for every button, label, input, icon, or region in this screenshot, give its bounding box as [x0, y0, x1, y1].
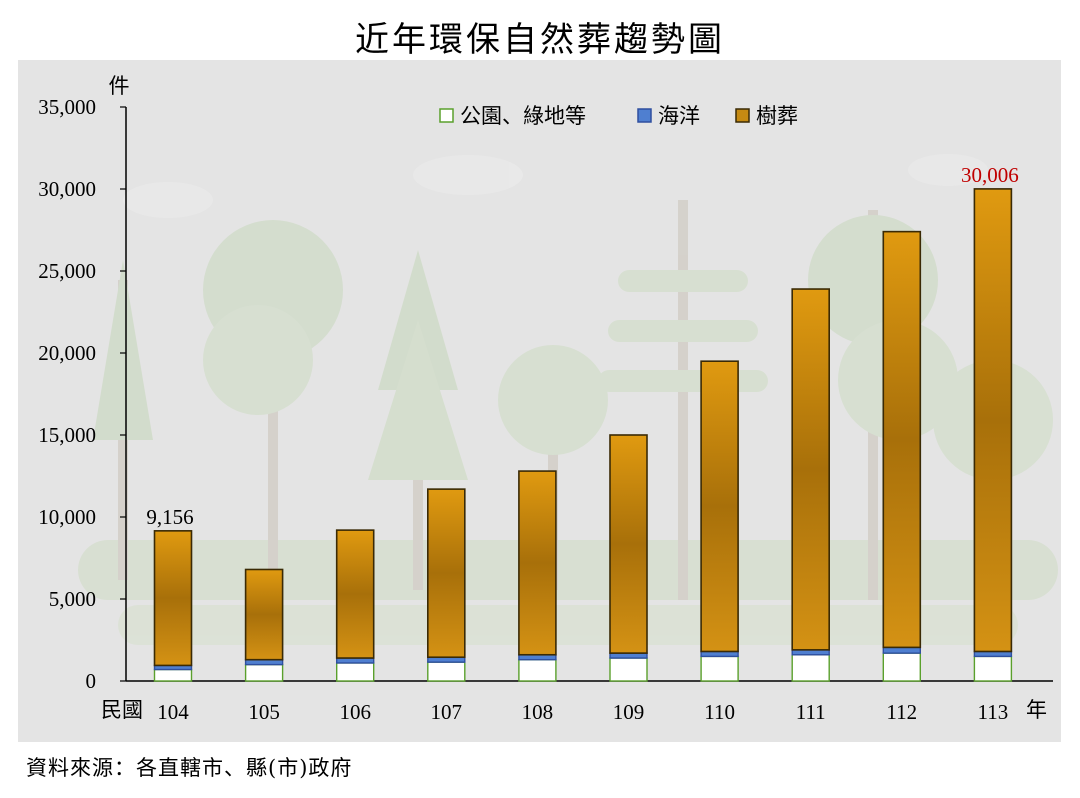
data-label-113: 30,006 [961, 163, 1019, 187]
legend-swatch-park [439, 108, 454, 123]
bar-segment-park-111 [791, 654, 830, 682]
chart: 0 5,000 10,000 15,000 20,000 25,000 30,000 35,0… [38, 74, 1058, 724]
y-axis-title: 件 [109, 74, 130, 98]
bar-segment-tree-112 [882, 230, 922, 649]
x-tick-label: 113 [978, 700, 1009, 724]
y-tick-label: 25,000 [38, 259, 96, 283]
legend-label: 海洋 [658, 104, 700, 128]
bar-segment-sea-112 [882, 646, 921, 654]
chart-title: 近年環保自然葬趨勢圖 [355, 20, 725, 60]
bar-segment-park-104 [153, 668, 193, 682]
data-label-104: 9,156 [146, 505, 193, 529]
y-tick-label: 0 [86, 669, 97, 693]
bar-segment-tree-105 [244, 568, 284, 661]
bar-segment-park-110 [700, 655, 739, 682]
y-tick-label: 15,000 [38, 423, 96, 447]
legend-swatch-tree [735, 108, 750, 123]
legend-swatch-sea [637, 108, 652, 123]
y-tick-label: 20,000 [38, 341, 96, 365]
bar-segment-park-106 [336, 662, 375, 682]
labels: 9,156 30,006 [146, 163, 1018, 529]
y-tick-label: 35,000 [38, 95, 96, 119]
bar-segment-park-105 [244, 663, 284, 682]
x-tick-label: 104 [157, 700, 189, 724]
bar-segment-park-107 [427, 661, 466, 682]
x-tick-label: 111 [796, 700, 826, 724]
bar-segment-tree-106 [335, 529, 375, 659]
y-tick-label: 5,000 [49, 587, 96, 611]
bar-segment-tree-109 [609, 434, 648, 654]
bar-segment-park-109 [609, 657, 648, 682]
y-tick-label: 30,000 [38, 177, 96, 201]
bar-segment-park-112 [882, 652, 921, 682]
y-tick-label: 10,000 [38, 505, 96, 529]
plot-area: 0 5,000 10,000 15,000 20,000 25,000 30,000 35,0… [18, 60, 1061, 742]
bars [153, 188, 1013, 682]
x-tick-label: 105 [248, 700, 280, 724]
legend: 公園、綠地等 海洋 樹葬 [439, 104, 798, 128]
bar-segment-park-108 [518, 658, 557, 682]
x-axis-title: 年 [1026, 698, 1047, 722]
x-tick-label: 110 [704, 700, 735, 724]
bar-segment-tree-113 [973, 188, 1013, 653]
x-tick-label: 106 [339, 700, 371, 724]
source-note: 資料來源：各直轄市、縣(市)政府 [26, 756, 353, 780]
bar-segment-tree-107 [426, 488, 466, 659]
bar-segment-tree-104 [153, 530, 193, 667]
x-tick-label: 108 [522, 700, 554, 724]
legend-label: 公園、綠地等 [460, 104, 586, 128]
x-tick-label: 107 [431, 700, 463, 724]
x-tick-label: 112 [886, 700, 917, 724]
bar-segment-tree-110 [700, 360, 739, 653]
x-axis-prefix: 民國 [101, 698, 143, 722]
x-tick-label: 109 [613, 700, 645, 724]
bar-segment-park-113 [973, 655, 1013, 682]
legend-label: 樹葬 [756, 104, 798, 128]
bar-segment-tree-108 [518, 470, 557, 656]
bar-segment-tree-111 [791, 288, 831, 651]
